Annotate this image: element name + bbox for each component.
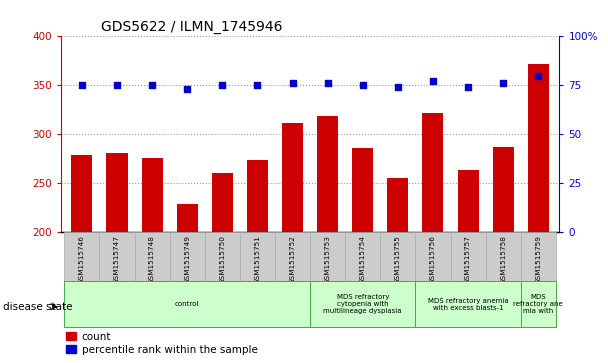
Text: GSM1515755: GSM1515755: [395, 235, 401, 284]
FancyBboxPatch shape: [134, 232, 170, 281]
Bar: [528, 64, 549, 363]
Point: [288, 81, 297, 86]
FancyBboxPatch shape: [100, 232, 134, 281]
Text: control: control: [175, 301, 199, 307]
FancyBboxPatch shape: [415, 281, 520, 327]
Point: [499, 81, 508, 86]
Text: GSM1515751: GSM1515751: [254, 235, 260, 284]
Point: [533, 73, 543, 78]
Bar: [212, 172, 233, 363]
FancyBboxPatch shape: [486, 232, 520, 281]
Text: GDS5622 / ILMN_1745946: GDS5622 / ILMN_1745946: [101, 20, 282, 34]
Text: GSM1515759: GSM1515759: [535, 235, 541, 284]
Bar: [247, 160, 268, 363]
Point: [463, 84, 473, 90]
Point: [428, 78, 438, 84]
Bar: [71, 155, 92, 363]
Point: [147, 82, 157, 88]
Text: GSM1515753: GSM1515753: [325, 235, 331, 284]
Text: MDS refractory anemia
with excess blasts-1: MDS refractory anemia with excess blasts…: [428, 298, 508, 310]
Bar: [387, 178, 409, 363]
Point: [182, 86, 192, 92]
Legend: count, percentile rank within the sample: count, percentile rank within the sample: [66, 332, 258, 355]
Bar: [352, 148, 373, 363]
FancyBboxPatch shape: [380, 232, 415, 281]
FancyBboxPatch shape: [310, 232, 345, 281]
Point: [77, 82, 87, 88]
Bar: [423, 113, 443, 363]
Bar: [458, 170, 478, 363]
Bar: [282, 123, 303, 363]
Text: disease state: disease state: [3, 302, 72, 312]
Text: GSM1515749: GSM1515749: [184, 235, 190, 284]
Point: [323, 81, 333, 86]
Text: GSM1515758: GSM1515758: [500, 235, 506, 284]
Bar: [177, 204, 198, 363]
Bar: [142, 158, 162, 363]
Text: MDS refractory
cytopenia with
multilineage dysplasia: MDS refractory cytopenia with multilinea…: [323, 294, 402, 314]
Bar: [317, 116, 338, 363]
FancyBboxPatch shape: [240, 232, 275, 281]
FancyBboxPatch shape: [451, 232, 486, 281]
FancyBboxPatch shape: [310, 281, 415, 327]
Point: [218, 82, 227, 88]
FancyBboxPatch shape: [345, 232, 380, 281]
FancyBboxPatch shape: [520, 232, 556, 281]
FancyBboxPatch shape: [415, 232, 451, 281]
FancyBboxPatch shape: [520, 281, 556, 327]
Text: GSM1515748: GSM1515748: [149, 235, 155, 284]
Text: GSM1515750: GSM1515750: [219, 235, 226, 284]
FancyBboxPatch shape: [64, 232, 100, 281]
Text: GSM1515754: GSM1515754: [360, 235, 366, 284]
Text: GSM1515747: GSM1515747: [114, 235, 120, 284]
Point: [393, 84, 402, 90]
FancyBboxPatch shape: [64, 281, 310, 327]
Point: [252, 82, 262, 88]
FancyBboxPatch shape: [275, 232, 310, 281]
Text: GSM1515752: GSM1515752: [289, 235, 295, 284]
FancyBboxPatch shape: [170, 232, 205, 281]
Text: MDS
refractory ane
mia with: MDS refractory ane mia with: [513, 294, 563, 314]
Point: [112, 82, 122, 88]
Bar: [492, 147, 514, 363]
FancyBboxPatch shape: [205, 232, 240, 281]
Text: GSM1515756: GSM1515756: [430, 235, 436, 284]
Text: GSM1515757: GSM1515757: [465, 235, 471, 284]
Point: [358, 82, 368, 88]
Text: GSM1515746: GSM1515746: [79, 235, 85, 284]
Bar: [106, 153, 128, 363]
